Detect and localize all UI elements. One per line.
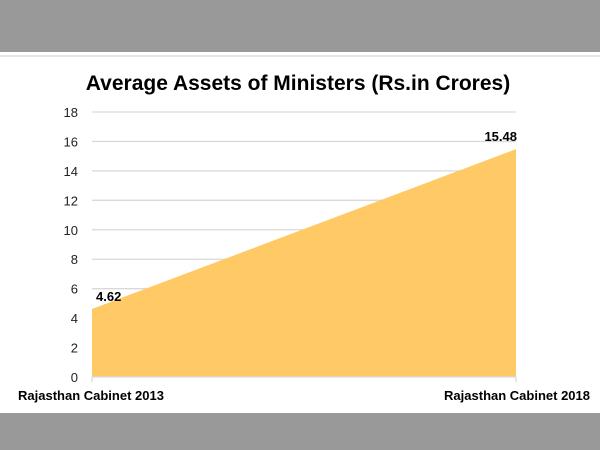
y-axis: 0 2 4 6 8 10 12 14 16 18 [64, 105, 78, 385]
y-tick-label: 18 [64, 105, 78, 120]
x-tick-label: Rajasthan Cabinet 2018 [444, 388, 590, 403]
bottom-band [0, 413, 600, 450]
top-band [0, 0, 600, 52]
y-tick-label: 14 [64, 164, 78, 179]
x-axis: Rajasthan Cabinet 2013 Rajasthan Cabinet … [18, 376, 590, 403]
chart-title: Average Assets of Ministers (Rs.in Crore… [86, 72, 510, 95]
y-tick-label: 8 [71, 252, 78, 267]
top-divider [0, 55, 600, 57]
data-labels: 4.62 15.48 [96, 129, 517, 304]
data-label: 4.62 [96, 289, 121, 304]
y-tick-label: 2 [71, 341, 78, 356]
y-tick-label: 10 [64, 223, 78, 238]
data-label: 15.48 [484, 129, 517, 144]
y-tick-label: 6 [71, 282, 78, 297]
area-series [91, 149, 517, 377]
y-tick-label: 0 [71, 370, 78, 385]
y-tick-label: 16 [64, 134, 78, 149]
x-tick-label: Rajasthan Cabinet 2013 [18, 388, 164, 403]
y-tick-label: 4 [71, 311, 78, 326]
area-fill [92, 149, 516, 377]
y-tick-label: 12 [64, 193, 78, 208]
